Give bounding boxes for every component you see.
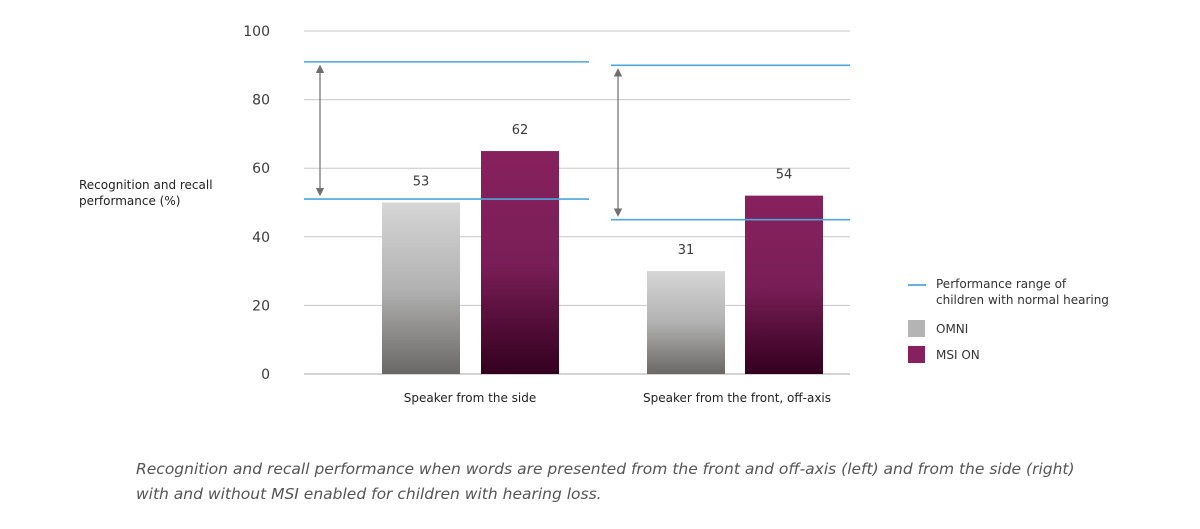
- y-axis-label-line: performance (%): [79, 194, 180, 208]
- category-label: Speaker from the side: [404, 391, 536, 405]
- data-label: 31: [678, 243, 695, 258]
- y-tick-label: 80: [252, 93, 270, 109]
- y-tick-label: 0: [261, 367, 270, 383]
- legend-swatch: [908, 320, 925, 337]
- legend-label: children with normal hearing: [936, 293, 1109, 307]
- bar-omni: [647, 271, 725, 374]
- figure-caption: Recognition and recall performance when …: [136, 460, 1075, 503]
- data-label: 62: [512, 123, 529, 138]
- category-labels: Speaker from the side Speaker from the fr…: [404, 391, 831, 405]
- y-tick-label: 20: [252, 298, 270, 314]
- bar-omni: [382, 202, 460, 374]
- data-label: 54: [776, 168, 793, 183]
- y-tick-label: 60: [252, 161, 270, 177]
- data-label: 53: [413, 175, 430, 190]
- legend-swatch: [908, 346, 925, 363]
- bars: [382, 151, 823, 374]
- category-label: Speaker from the front, off-axis: [643, 391, 831, 405]
- legend-label: Performance range of: [936, 277, 1067, 291]
- y-tick-labels: 0 20 40 60 80 100: [243, 24, 270, 383]
- legend-label: OMNI: [936, 322, 968, 336]
- y-axis-label-line: Recognition and recall: [79, 178, 213, 192]
- normal-hearing-ranges: [304, 61, 850, 221]
- bar-msi-on: [481, 151, 559, 374]
- y-axis-label: Recognition and recall performance (%): [79, 178, 213, 208]
- legend: Performance range of children with normal…: [908, 277, 1109, 363]
- y-tick-label: 40: [252, 230, 270, 246]
- chart: 0 20 40 60 80 100 Recognition and recall perfo…: [79, 24, 1109, 405]
- data-labels: 53 62 31 54: [413, 123, 793, 258]
- bar-msi-on: [745, 195, 823, 374]
- legend-label: MSI ON: [936, 348, 980, 362]
- y-tick-label: 100: [243, 24, 270, 40]
